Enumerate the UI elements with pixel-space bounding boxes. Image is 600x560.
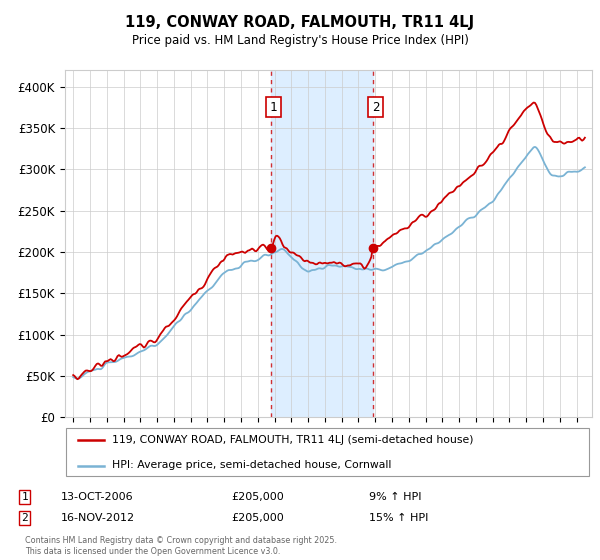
Text: 1: 1 [270, 101, 277, 114]
Text: 9% ↑ HPI: 9% ↑ HPI [369, 492, 422, 502]
Text: 2: 2 [21, 513, 28, 523]
Text: HPI: Average price, semi-detached house, Cornwall: HPI: Average price, semi-detached house,… [112, 460, 392, 470]
Text: Price paid vs. HM Land Registry's House Price Index (HPI): Price paid vs. HM Land Registry's House … [131, 34, 469, 47]
Text: 15% ↑ HPI: 15% ↑ HPI [369, 513, 428, 523]
Bar [271, 70, 373, 417]
Text: 119, CONWAY ROAD, FALMOUTH, TR11 4LJ (semi-detached house): 119, CONWAY ROAD, FALMOUTH, TR11 4LJ (se… [112, 436, 474, 446]
FancyBboxPatch shape [66, 428, 589, 476]
Text: 13-OCT-2006: 13-OCT-2006 [61, 492, 134, 502]
Text: 119, CONWAY ROAD, FALMOUTH, TR11 4LJ: 119, CONWAY ROAD, FALMOUTH, TR11 4LJ [125, 15, 475, 30]
Text: 2: 2 [372, 101, 379, 114]
Text: 16-NOV-2012: 16-NOV-2012 [61, 513, 135, 523]
Text: Contains HM Land Registry data © Crown copyright and database right 2025.
This d: Contains HM Land Registry data © Crown c… [25, 536, 337, 556]
Text: 1: 1 [21, 492, 28, 502]
Text: £205,000: £205,000 [231, 513, 284, 523]
Text: £205,000: £205,000 [231, 492, 284, 502]
